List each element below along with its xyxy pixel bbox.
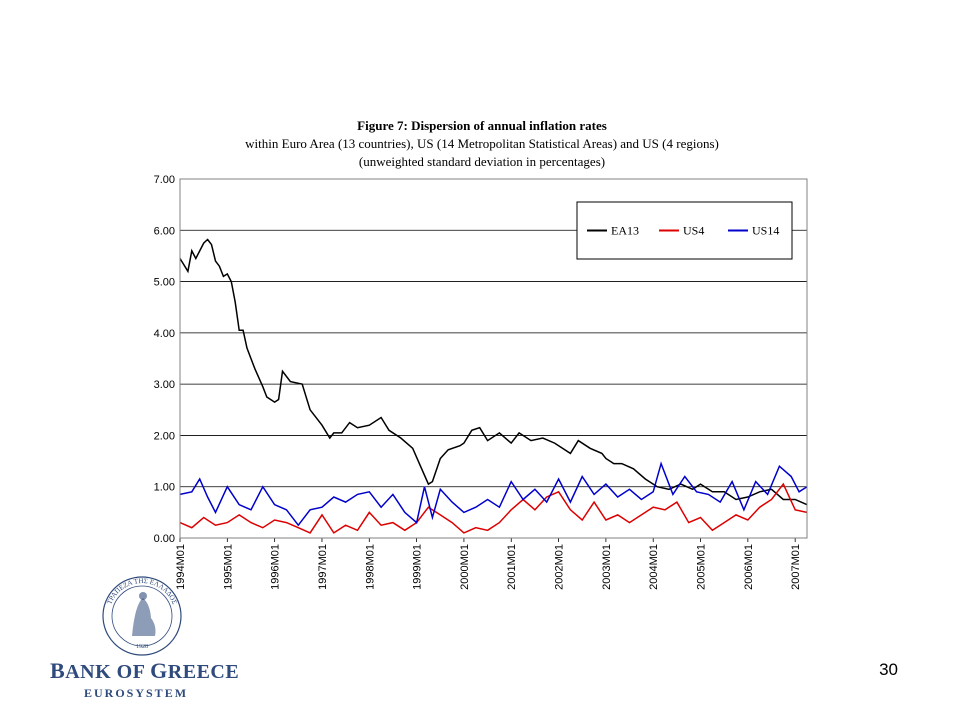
chart-title-line-2: within Euro Area (13 countries), US (14 … <box>245 136 719 151</box>
x-tick-label: 1997M01 <box>317 544 329 590</box>
chart-title: Figure 7: Dispersion of annual inflation… <box>245 118 719 169</box>
y-tick-label: 0.00 <box>154 533 175 545</box>
x-tick-label: 1995M01 <box>222 544 234 590</box>
x-tick-label: 2005M01 <box>696 544 708 590</box>
x-tick-label: 2000M01 <box>459 544 471 590</box>
y-tick-label: 6.00 <box>154 225 175 237</box>
x-tick-label: 1996M01 <box>270 544 282 590</box>
y-axis-ticks: 0.00 1.00 2.00 3.00 4.00 5.00 6.00 7.00 <box>154 174 175 545</box>
legend-box <box>576 201 793 260</box>
legend-label: EA13 <box>611 224 639 238</box>
eurosystem-label: EUROSYSTEM <box>84 686 189 700</box>
legend-label: US4 <box>683 224 704 238</box>
seal-year: 1928 <box>136 644 148 650</box>
y-tick-label: 2.00 <box>154 430 175 442</box>
bank-seal-icon: ΤΡΑΠΕΖΑ ΤΗΣ ΕΛΛΑΔΟΣ 1928 <box>102 576 182 656</box>
chart-title-line-3: (unweighted standard deviation in percen… <box>359 154 605 169</box>
y-tick-label: 4.00 <box>154 328 175 340</box>
x-tick-label: 1999M01 <box>412 544 424 590</box>
legend-label: US14 <box>752 224 779 238</box>
y-tick-label: 1.00 <box>154 482 175 494</box>
y-tick-label: 5.00 <box>154 277 175 289</box>
series-line-us4 <box>179 482 808 534</box>
y-tick-label: 3.00 <box>154 379 175 391</box>
x-tick-label: 2007M01 <box>790 544 802 590</box>
data-series <box>179 238 808 534</box>
legend: EA13 US4 US14 <box>576 201 793 260</box>
x-tick-label: 2001M01 <box>506 544 518 590</box>
x-tick-label: 1994M01 <box>175 544 187 590</box>
y-tick-label: 7.00 <box>154 174 175 186</box>
x-tick-label: 2006M01 <box>743 544 755 590</box>
bank-logo: ΤΡΑΠΕΖΑ ΤΗΣ ΕΛΛΑΔΟΣ 1928 <box>42 574 242 714</box>
gridlines <box>180 229 807 488</box>
plot-area-frame <box>179 178 808 539</box>
series-line-us14 <box>179 461 808 527</box>
x-tick-label: 2003M01 <box>601 544 613 590</box>
page-number: 30 <box>879 660 898 679</box>
series-line-ea13 <box>179 238 808 506</box>
x-tick-label: 1998M01 <box>364 544 376 590</box>
chart-title-line-1: Figure 7: Dispersion of annual inflation… <box>357 118 607 133</box>
x-axis-ticks: 1994M01 1995M01 1996M01 1997M01 1998M01 1999M… <box>175 538 802 590</box>
x-tick-label: 2004M01 <box>648 544 660 590</box>
x-tick-label: 2002M01 <box>554 544 566 590</box>
bank-name: BANK OF GREECE <box>50 658 240 683</box>
